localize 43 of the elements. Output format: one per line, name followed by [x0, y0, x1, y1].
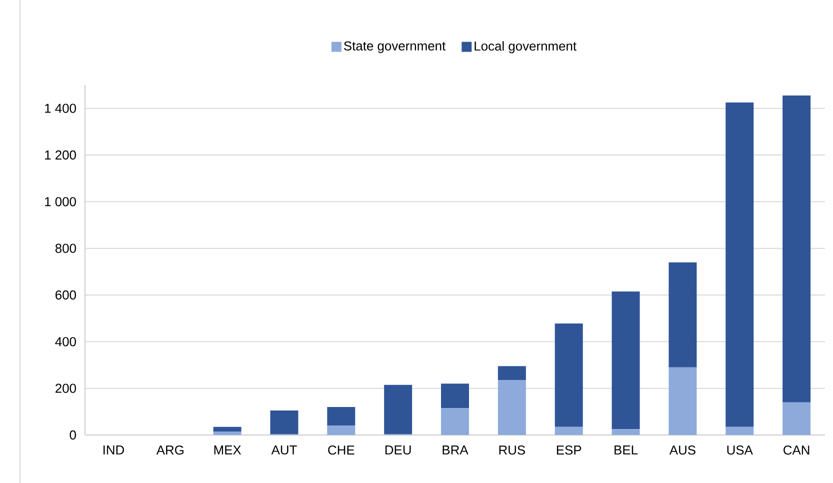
- x-tick-label: BRA: [442, 446, 468, 454]
- x-tick-label: CAN: [784, 445, 810, 455]
- y-tick-label: 0: [70, 430, 76, 440]
- y-tick-label: 1 000: [45, 197, 76, 206]
- bar: [612, 429, 640, 435]
- y-tick-label: 600: [56, 290, 76, 300]
- bar: [327, 406, 356, 426]
- bar: [782, 402, 811, 435]
- y-tick-label: 400: [55, 337, 76, 346]
- x-tick-label: DEU: [385, 446, 411, 455]
- bar: [213, 431, 242, 435]
- x-tick-label: AUT: [271, 446, 297, 455]
- x-tick-label: MEX: [214, 446, 242, 454]
- x-tick-label: AUS: [669, 445, 696, 455]
- y-tick-label: 800: [55, 244, 76, 253]
- bar: [782, 95, 811, 402]
- bar: [498, 366, 526, 380]
- bar: [554, 426, 583, 435]
- y-tick-label: 1 400: [45, 104, 76, 113]
- bar: [213, 426, 242, 432]
- bar: [384, 384, 412, 434]
- bar: [726, 102, 754, 427]
- y-tick-label: 200: [56, 384, 76, 393]
- legend-label: State government: [344, 41, 446, 54]
- x-tick-label: RUS: [499, 445, 526, 455]
- x-tick-label: USA: [727, 445, 753, 455]
- bar: [668, 262, 697, 368]
- bar: [612, 291, 640, 430]
- x-tick-label: ARG: [156, 445, 184, 455]
- legend-label: Local government: [474, 41, 576, 54]
- bar: [441, 408, 470, 435]
- y-tick-label: 1 200: [45, 150, 76, 160]
- bar: [498, 380, 526, 435]
- bar: [554, 323, 583, 427]
- bar: [726, 426, 754, 435]
- bar: [327, 426, 356, 435]
- x-tick-label: BEL: [614, 446, 638, 454]
- bar: [668, 367, 697, 435]
- x-tick-label: IND: [104, 446, 124, 454]
- bar: [270, 410, 298, 434]
- x-tick-label: ESP: [556, 445, 582, 455]
- x-tick-label: CHE: [328, 445, 354, 455]
- bar: [441, 384, 470, 408]
